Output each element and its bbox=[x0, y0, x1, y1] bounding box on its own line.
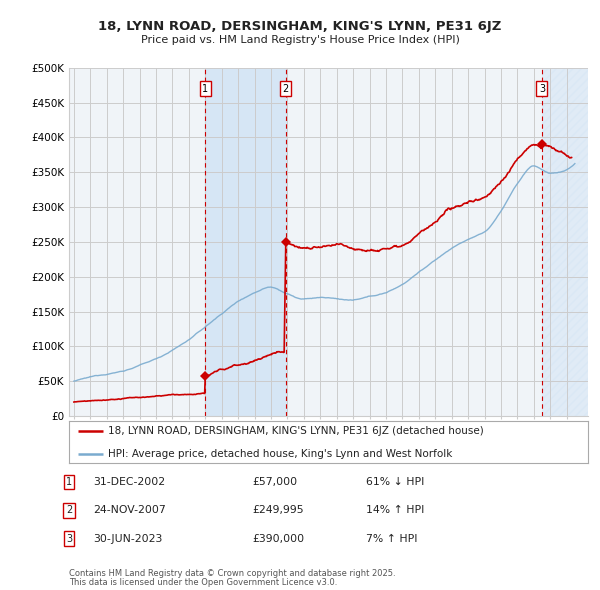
Text: £249,995: £249,995 bbox=[252, 506, 304, 515]
Text: 30-JUN-2023: 30-JUN-2023 bbox=[93, 534, 163, 543]
Text: 18, LYNN ROAD, DERSINGHAM, KING'S LYNN, PE31 6JZ (detached house): 18, LYNN ROAD, DERSINGHAM, KING'S LYNN, … bbox=[108, 427, 484, 436]
Text: 61% ↓ HPI: 61% ↓ HPI bbox=[366, 477, 424, 487]
Text: 14% ↑ HPI: 14% ↑ HPI bbox=[366, 506, 424, 515]
Bar bbox=[542, 68, 588, 416]
Text: 7% ↑ HPI: 7% ↑ HPI bbox=[366, 534, 418, 543]
Text: HPI: Average price, detached house, King's Lynn and West Norfolk: HPI: Average price, detached house, King… bbox=[108, 449, 452, 459]
Bar bbox=[205, 68, 286, 416]
Text: 18, LYNN ROAD, DERSINGHAM, KING'S LYNN, PE31 6JZ: 18, LYNN ROAD, DERSINGHAM, KING'S LYNN, … bbox=[98, 20, 502, 33]
Text: Contains HM Land Registry data © Crown copyright and database right 2025.: Contains HM Land Registry data © Crown c… bbox=[69, 569, 395, 578]
Text: Price paid vs. HM Land Registry's House Price Index (HPI): Price paid vs. HM Land Registry's House … bbox=[140, 35, 460, 45]
Text: 3: 3 bbox=[539, 84, 545, 93]
Text: This data is licensed under the Open Government Licence v3.0.: This data is licensed under the Open Gov… bbox=[69, 578, 337, 587]
Text: £390,000: £390,000 bbox=[252, 534, 304, 543]
Text: 1: 1 bbox=[202, 84, 208, 93]
Text: £57,000: £57,000 bbox=[252, 477, 297, 487]
Text: 2: 2 bbox=[283, 84, 289, 93]
Text: 31-DEC-2002: 31-DEC-2002 bbox=[93, 477, 165, 487]
Text: 1: 1 bbox=[66, 477, 72, 487]
Text: 24-NOV-2007: 24-NOV-2007 bbox=[93, 506, 166, 515]
Text: 2: 2 bbox=[66, 506, 72, 515]
Text: 3: 3 bbox=[66, 534, 72, 543]
